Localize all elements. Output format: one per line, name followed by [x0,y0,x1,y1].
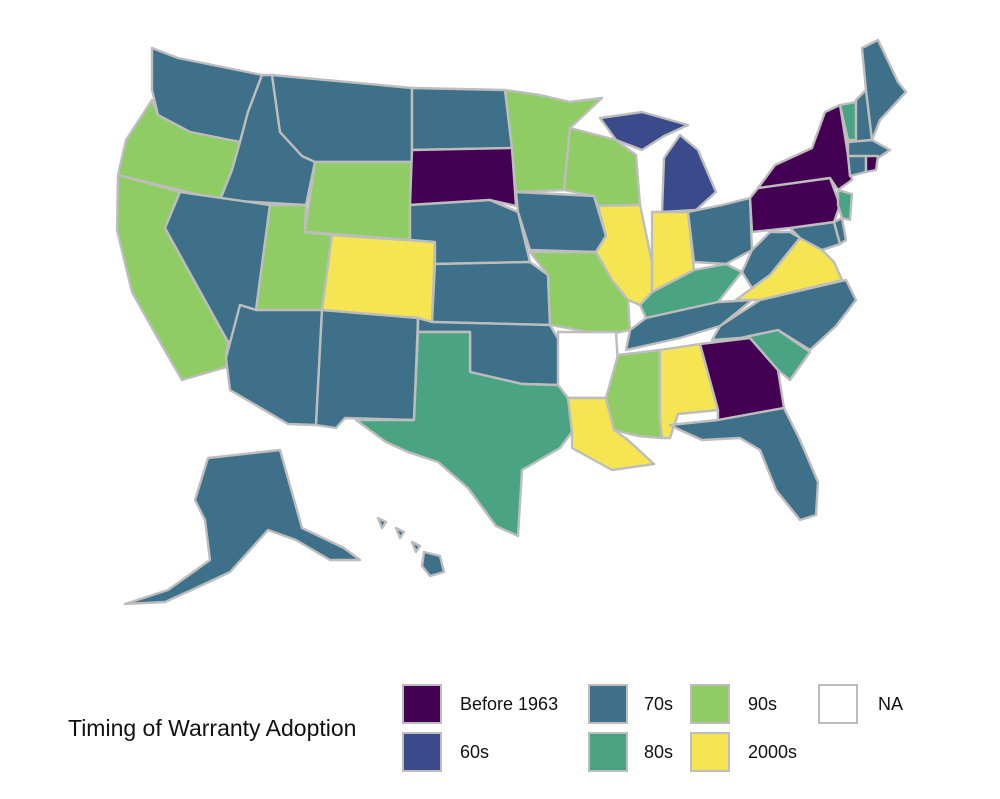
legend-swatch-before-1963 [402,684,442,724]
legend-swatch-60s [402,732,442,772]
legend-label-80s: 80s [644,742,674,762]
legend-label-na: NA [878,694,904,714]
legend-swatch-90s [690,684,730,724]
legend-swatch-70s [588,684,628,724]
state-hi [376,516,446,578]
state-sd [408,146,518,208]
state-az [224,303,324,427]
state-de [832,216,848,246]
state-wy [303,160,414,242]
state-ri [864,154,880,174]
state-ak [123,448,362,606]
state-me [860,38,908,142]
state-ia [514,190,608,254]
us-states-choropleth-map [115,38,908,606]
legend-swatch-2000s [690,732,730,772]
state-fl [668,406,820,522]
state-ma [846,138,892,160]
legend-swatch-na [818,684,858,724]
legend-label-2000s: 2000s [748,742,798,762]
state-ct [846,154,868,178]
legend-title: Timing of Warranty Adoption [68,715,357,741]
legend-label-60s: 60s [460,742,490,762]
state-ks [430,260,552,327]
state-tx [354,330,574,538]
state-nd [410,86,514,152]
state-wv [740,230,802,290]
legend-swatch-80s [588,732,628,772]
state-il [594,203,654,307]
legend-label-70s: 70s [644,694,674,714]
state-nj [836,188,854,222]
state-nm [314,308,420,430]
legend-label-before-1963: Before 1963 [460,694,559,714]
legend-label-90s: 90s [748,694,778,714]
state-co [320,233,437,324]
state-tn [624,298,754,352]
state-ny [756,103,854,192]
